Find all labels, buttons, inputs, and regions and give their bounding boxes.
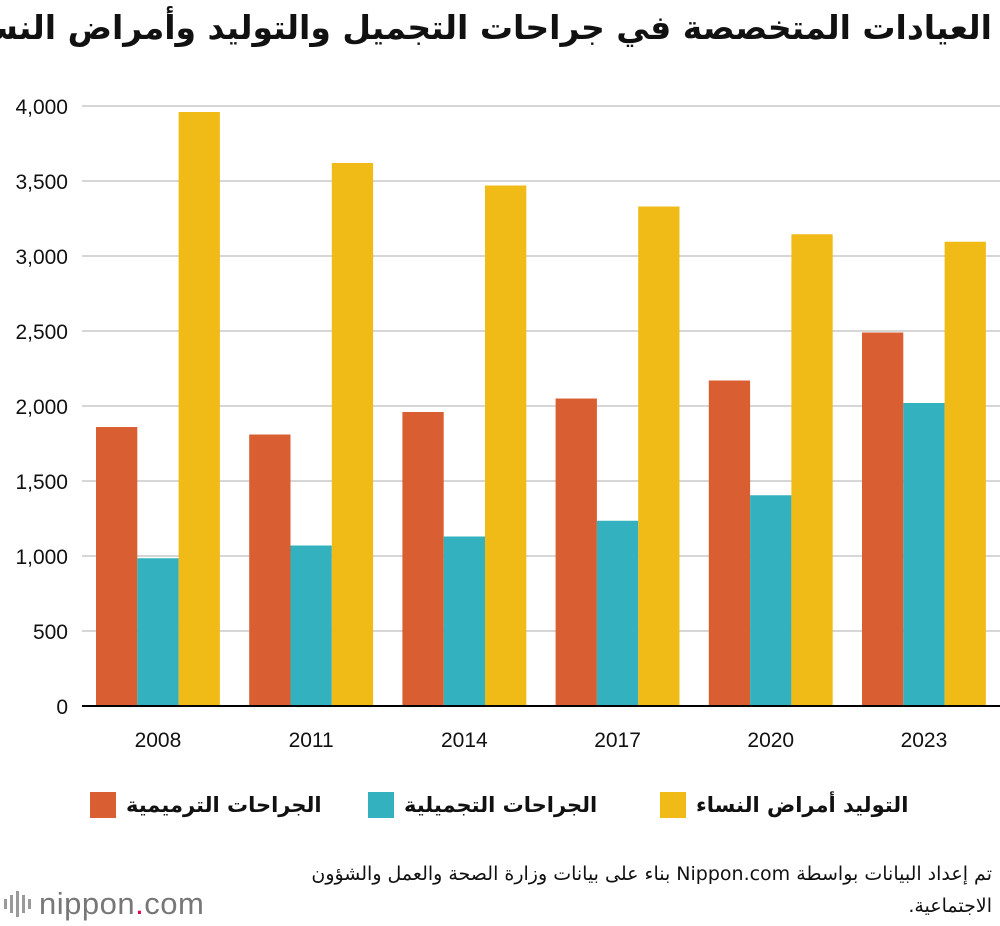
- legend-swatch-teal: [368, 792, 394, 818]
- legend-label-reconstructive: الجراحات الترميمية: [126, 793, 322, 817]
- bar: [903, 403, 945, 706]
- bar: [402, 412, 444, 706]
- y-tick-label: 3,000: [15, 246, 68, 269]
- x-tick-label: 2014: [441, 729, 488, 752]
- bar: [331, 163, 374, 706]
- legend-item-reconstructive: الجراحات الترميمية: [90, 788, 322, 822]
- bar: [596, 520, 639, 706]
- bar: [944, 241, 986, 706]
- legend-item-obstetrics: التوليد أمراض النساء: [660, 788, 908, 822]
- bar: [791, 234, 833, 706]
- logo-text: nippon.com: [39, 886, 205, 921]
- bar: [96, 427, 138, 706]
- bar: [178, 112, 220, 706]
- y-tick-label: 0: [56, 696, 68, 719]
- y-tick-label: 1,500: [15, 471, 68, 494]
- x-tick-label: 2020: [747, 729, 794, 752]
- nippon-logo[interactable]: nippon.com: [4, 884, 204, 924]
- y-tick-label: 4,000: [15, 96, 68, 119]
- legend-item-cosmetic: الجراحات التجميلية: [368, 788, 597, 822]
- x-tick-label: 2023: [901, 729, 948, 752]
- y-tick-label: 2,000: [15, 396, 68, 419]
- x-tick-label: 2011: [289, 729, 334, 752]
- logo-bars-icon: [4, 889, 31, 919]
- bar: [485, 185, 527, 706]
- bar-chart: 05001,0001,5002,0002,5003,0003,5004,000 …: [15, 96, 1000, 752]
- legend-swatch-yellow: [660, 792, 686, 818]
- legend-label-cosmetic: الجراحات التجميلية: [404, 793, 598, 817]
- source-note: تم إعداد البيانات بواسطة Nippon.com بناء…: [311, 863, 992, 917]
- y-tick-label: 500: [33, 621, 68, 644]
- x-tick-label: 2017: [594, 729, 641, 752]
- bar: [862, 332, 904, 706]
- chart-title: العيادات المتخصصة في جراحات التجميل والت…: [0, 8, 992, 47]
- gridlines: [82, 105, 1000, 632]
- bars: [96, 112, 986, 706]
- y-tick-label: 1,000: [15, 546, 68, 569]
- x-axis-ticks: 2008 2011 2014 2017 2020 2023: [135, 729, 948, 752]
- x-tick-label: 2008: [135, 729, 182, 752]
- bar: [443, 536, 485, 706]
- bar: [555, 398, 597, 706]
- bar: [708, 380, 751, 706]
- bar: [249, 434, 291, 706]
- bar: [137, 558, 179, 706]
- legend-swatch-orange: [90, 792, 116, 818]
- y-tick-label: 3,500: [15, 171, 68, 194]
- y-axis-ticks: 0 500 1,000 1,500 2,000 2,500 3,000 3,500 4,000: [15, 96, 68, 719]
- y-tick-label: 2,500: [15, 321, 68, 344]
- bar: [638, 206, 680, 706]
- bar: [290, 545, 332, 706]
- bar: [750, 495, 792, 706]
- legend-label-obstetrics: التوليد أمراض النساء: [696, 793, 909, 817]
